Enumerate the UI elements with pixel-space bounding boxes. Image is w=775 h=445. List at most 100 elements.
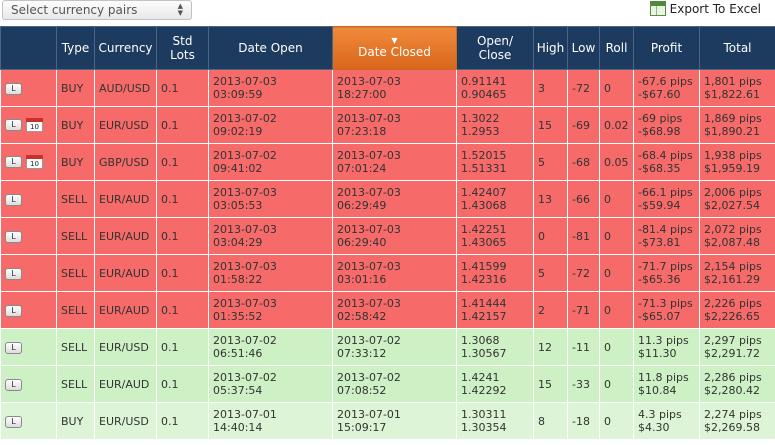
currency-pairs-select[interactable]: Select currency pairs ▲ ▼ — [2, 0, 192, 20]
cell-low-value: -69 — [572, 118, 590, 132]
header-high[interactable]: High — [533, 26, 568, 70]
header-type[interactable]: Type — [56, 26, 95, 70]
cell-total: 2,286 pips $2,280.42 — [699, 365, 775, 403]
cell-profit-line1: -81.4 pips — [638, 223, 693, 236]
cell-date-open: 2013-07-02 09:41:02 — [208, 143, 333, 181]
row-actions: L — [0, 69, 57, 107]
cell-total-line1: 2,006 pips — [704, 186, 762, 199]
cell-lots: 0.1 — [156, 254, 209, 292]
cell-open-close: 1.52015 1.51331 — [456, 143, 534, 181]
cell-open-close-line1: 1.42251 — [461, 223, 507, 236]
trade-detail-button[interactable]: L — [5, 119, 22, 131]
cell-open-close-line2: 1.2953 — [461, 125, 500, 138]
cell-type-value: SELL — [61, 303, 88, 317]
cell-total-line1: 2,274 pips — [704, 408, 762, 421]
cell-currency: EUR/USD — [94, 402, 157, 440]
cell-currency: EUR/USD — [94, 106, 157, 144]
cell-high-value: 12 — [538, 340, 552, 354]
cell-open-close-line1: 1.4241 — [461, 371, 500, 384]
cell-high: 12 — [533, 328, 568, 366]
cell-open-close-line2: 1.30567 — [461, 347, 507, 360]
cell-high-value: 5 — [538, 155, 545, 169]
trade-detail-button[interactable]: L — [5, 415, 22, 428]
cell-currency-value: EUR/AUD — [99, 229, 150, 243]
header-low[interactable]: Low — [567, 26, 600, 70]
cell-date-closed-line1: 2013-07-03 — [337, 75, 401, 88]
cell-profit: -67.6 pips -$67.60 — [633, 69, 700, 107]
cell-date-closed-line2: 07:33:12 — [337, 347, 387, 360]
cell-roll-value: 0 — [604, 414, 611, 428]
header-date-closed[interactable]: ▼ Date Closed — [332, 26, 457, 70]
header-date-closed-label: Date Closed — [358, 45, 431, 59]
cell-open-close: 1.42407 1.43068 — [456, 180, 534, 218]
cell-total: 2,072 pips $2,087.48 — [699, 217, 775, 255]
cell-profit: 11.8 pips $10.84 — [633, 365, 700, 403]
cell-date-open-line1: 2013-07-03 — [213, 297, 277, 310]
cell-high: 5 — [533, 254, 568, 292]
export-to-excel-label: Export To Excel — [669, 1, 761, 16]
cell-type-value: BUY — [61, 155, 84, 169]
trade-detail-button[interactable]: L — [5, 230, 22, 243]
cell-type-value: SELL — [61, 229, 88, 243]
cell-type: SELL — [56, 328, 95, 366]
cell-total-line2: $2,027.54 — [704, 199, 760, 212]
cell-roll-value: 0 — [604, 303, 611, 317]
cell-open-close-line2: 1.42316 — [461, 273, 507, 286]
cell-high-value: 8 — [538, 414, 545, 428]
cell-roll-value: 0 — [604, 340, 611, 354]
cell-open-close: 0.91141 0.90465 — [456, 69, 534, 107]
header-profit[interactable]: Profit — [633, 26, 700, 70]
trade-detail-button[interactable]: L — [5, 156, 22, 168]
cell-low: -71 — [567, 291, 600, 329]
trade-detail-button[interactable]: L — [5, 378, 22, 391]
export-to-excel-button[interactable]: Export To Excel — [649, 1, 761, 16]
cell-date-closed-line1: 2013-07-03 — [337, 223, 401, 236]
cell-profit-line1: -69 pips — [638, 112, 683, 125]
cell-total-line1: 2,154 pips — [704, 260, 762, 273]
cell-date-open: 2013-07-02 09:02:19 — [208, 106, 333, 144]
cell-type-value: BUY — [61, 118, 84, 132]
trade-history-table: Type Currency Std Lots Date Open ▼ Date … — [0, 26, 775, 440]
cell-date-open-line1: 2013-07-03 — [213, 186, 277, 199]
cell-type: SELL — [56, 180, 95, 218]
cell-type: SELL — [56, 365, 95, 403]
cell-date-closed: 2013-07-02 07:33:12 — [332, 328, 457, 366]
cell-low: -18 — [567, 402, 600, 440]
cell-profit-line1: -71.3 pips — [638, 297, 693, 310]
trade-detail-button[interactable]: L — [5, 304, 22, 317]
cell-low: -11 — [567, 328, 600, 366]
cell-currency-value: EUR/AUD — [99, 303, 150, 317]
cell-open-close-line1: 1.3022 — [461, 112, 500, 125]
header-open-close[interactable]: Open/ Close — [456, 26, 534, 70]
cell-high: 5 — [533, 143, 568, 181]
header-total[interactable]: Total — [699, 26, 775, 70]
cell-lots: 0.1 — [156, 217, 209, 255]
header-currency[interactable]: Currency — [94, 26, 157, 70]
cell-currency-value: EUR/USD — [99, 414, 149, 428]
table-row: L SELL EUR/AUD 0.1 2013-07-02 05:37:54 2013-07… — [0, 365, 775, 403]
cell-date-closed-line2: 07:08:52 — [337, 384, 387, 397]
header-std-lots[interactable]: Std Lots — [156, 26, 209, 70]
cell-date-closed: 2013-07-02 07:08:52 — [332, 365, 457, 403]
cell-profit: -69 pips -$68.98 — [633, 106, 700, 144]
cell-high: 2 — [533, 291, 568, 329]
cell-currency: AUD/USD — [94, 69, 157, 107]
trade-detail-button[interactable]: L — [5, 267, 22, 280]
calendar-icon: 10 — [26, 118, 43, 132]
row-actions: L — [0, 291, 57, 329]
cell-profit: 4.3 pips $4.30 — [633, 402, 700, 440]
header-date-open[interactable]: Date Open — [208, 26, 333, 70]
header-actions — [0, 26, 57, 70]
cell-total-line1: 2,072 pips — [704, 223, 762, 236]
cell-profit: 11.3 pips $11.30 — [633, 328, 700, 366]
cell-roll: 0 — [599, 365, 634, 403]
cell-total-line1: 1,938 pips — [704, 149, 762, 162]
row-actions: L — [0, 402, 57, 440]
cell-type: SELL — [56, 217, 95, 255]
trade-detail-button[interactable]: L — [5, 82, 22, 95]
header-roll[interactable]: Roll — [599, 26, 634, 70]
trade-detail-button[interactable]: L — [5, 341, 22, 354]
cell-low: -72 — [567, 69, 600, 107]
trade-detail-button[interactable]: L — [5, 193, 22, 206]
cell-high-value: 0 — [538, 229, 545, 243]
